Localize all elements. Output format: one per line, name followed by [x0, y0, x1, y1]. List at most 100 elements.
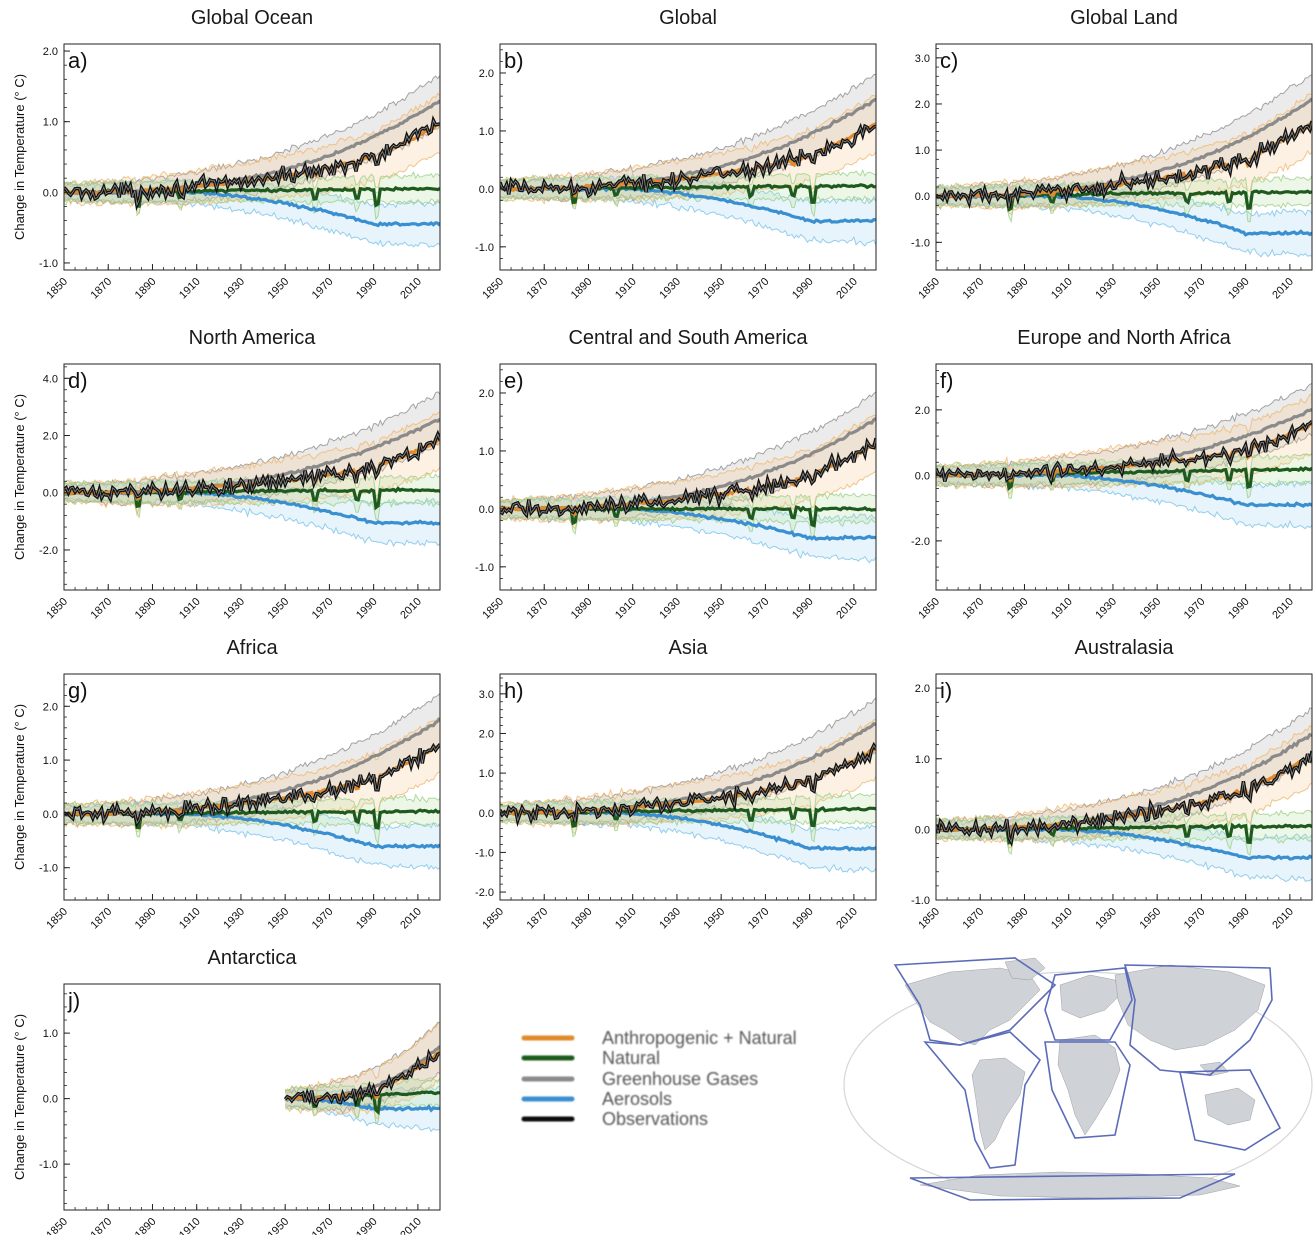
x-tick-label: 1870 — [89, 596, 115, 622]
y-tick-label: 0.0 — [43, 488, 58, 500]
plot-area — [500, 73, 876, 247]
anthropogenic-natural-range-upper — [500, 94, 876, 184]
x-tick-label: 1850 — [44, 276, 70, 302]
chart-legend: Anthropogenic + Natural Natural Greenhou… — [521, 1028, 797, 1129]
y-tick-label: 2.0 — [479, 728, 494, 740]
x-tick-label: 1890 — [1005, 276, 1031, 302]
x-tick-label: 1890 — [1005, 596, 1031, 622]
x-tick-label: 1950 — [265, 276, 291, 302]
y-tick-label: 4.0 — [43, 373, 58, 385]
x-tick-label: 1950 — [1137, 596, 1163, 622]
x-tick-label: 1990 — [354, 596, 380, 622]
plot-area — [936, 382, 1312, 530]
anthropogenic-natural-range-lower — [285, 1078, 440, 1120]
x-tick-label: 2010 — [398, 276, 424, 302]
x-tick-label: 1950 — [701, 596, 727, 622]
x-tick-label: 1910 — [1049, 906, 1075, 932]
panel-g: Africa -1.0 0.0 1.0 2.0 1850 1870 1890 1910 1930 1… — [12, 637, 441, 932]
x-tick-label: 1990 — [354, 906, 380, 932]
x-tick-label: 1930 — [221, 276, 247, 302]
x-tick-label: 1870 — [89, 906, 115, 932]
observations-line-highlight — [500, 744, 876, 823]
y-tick-label: 1.0 — [915, 754, 930, 766]
panel-label: a) — [68, 48, 88, 73]
panel-title: Asia — [669, 637, 709, 659]
y-tick-label: -1.0 — [39, 258, 58, 270]
x-tick-label: 1870 — [525, 596, 551, 622]
greenhouse-gases-range-upper — [500, 391, 876, 506]
plot-area — [500, 697, 876, 874]
x-tick-label: 1870 — [89, 1216, 115, 1235]
x-tick-label: 1850 — [44, 596, 70, 622]
y-tick-label: 2.0 — [479, 68, 494, 80]
anthropogenic-natural-range-upper — [500, 719, 876, 808]
panel-title: Global — [659, 7, 717, 29]
y-tick-label: -2.0 — [475, 887, 494, 899]
plot-area — [64, 391, 440, 548]
legend-label-greenhouse-gases: Greenhouse Gases — [602, 1069, 758, 1089]
x-tick-label: 1950 — [701, 906, 727, 932]
anthropogenic-natural-range-band — [500, 719, 876, 834]
x-tick-label: 2010 — [398, 596, 424, 622]
x-tick-label: 1890 — [569, 906, 595, 932]
observations-line-highlight — [64, 433, 440, 501]
y-tick-label: 3.0 — [915, 53, 930, 65]
panel-j: Antarctica -1.0 0.0 1.0 1850 1870 1890 1910 1930… — [12, 947, 441, 1235]
x-tick-label: 1910 — [1049, 596, 1075, 622]
x-tick-label: 1910 — [613, 596, 639, 622]
x-tick-label: 2010 — [834, 906, 860, 932]
y-tick-label: 2.0 — [915, 405, 930, 417]
x-tick-label: 1910 — [613, 906, 639, 932]
x-tick-label: 1990 — [1226, 906, 1252, 932]
greenhouse-gases-range-lower — [64, 124, 440, 207]
x-tick-label: 1910 — [1049, 276, 1075, 302]
panel-label: h) — [504, 678, 524, 703]
x-tick-label: 1930 — [221, 596, 247, 622]
y-tick-label: 1.0 — [43, 755, 58, 767]
y-tick-label: 0.0 — [479, 184, 494, 196]
x-tick-label: 1930 — [1093, 906, 1119, 932]
panel-label: b) — [504, 48, 524, 73]
y-tick-label: 2.0 — [43, 701, 58, 713]
aerosols-range-band — [500, 494, 876, 563]
aerosols-range-band — [936, 461, 1312, 529]
y-tick-label: 2.0 — [479, 388, 494, 400]
x-tick-label: 1850 — [916, 906, 942, 932]
x-tick-label: 1850 — [44, 906, 70, 932]
y-tick-label: -1.0 — [911, 895, 930, 907]
x-tick-label: 1970 — [1182, 276, 1208, 302]
anthropogenic-natural-range-upper — [284, 1021, 440, 1094]
x-tick-label: 1970 — [746, 906, 772, 932]
y-tick-label: -1.0 — [39, 1159, 58, 1171]
panel-title: Europe and North Africa — [1017, 327, 1231, 349]
panel-title: North America — [189, 327, 317, 349]
natural-range-band — [936, 454, 1312, 499]
y-axis-label: Change in Temperature (° C) — [12, 704, 27, 870]
y-tick-label: -1.0 — [475, 562, 494, 574]
panel-h: Asia -2.0 -1.0 0.0 1.0 2.0 3.0 1850 1870 1890 1910… — [475, 637, 877, 932]
y-tick-label: -1.0 — [475, 847, 494, 859]
panel-title: Global Ocean — [191, 7, 313, 29]
anthropogenic-natural-range-upper — [500, 414, 876, 503]
observations-line-highlight — [936, 120, 1312, 208]
panel-label: e) — [504, 368, 524, 393]
x-tick-label: 1850 — [480, 596, 506, 622]
panel-title: Global Land — [1070, 7, 1178, 29]
y-tick-label: 1.0 — [915, 145, 930, 157]
plot-area — [64, 75, 440, 248]
observations-line-highlight — [64, 743, 440, 825]
y-axis-label: Change in Temperature (° C) — [12, 74, 27, 240]
natural-range-band — [64, 172, 440, 220]
plot-area — [936, 707, 1312, 883]
y-tick-label: 1.0 — [43, 1028, 58, 1040]
x-tick-label: 1990 — [790, 906, 816, 932]
x-tick-label: 1930 — [657, 906, 683, 932]
x-tick-label: 1970 — [310, 906, 336, 932]
legend-label-natural: Natural — [602, 1048, 660, 1068]
y-tick-label: 2.0 — [43, 431, 58, 443]
y-tick-label: 0.0 — [915, 191, 930, 203]
x-tick-label: 1950 — [265, 596, 291, 622]
observations-line-highlight — [284, 1052, 440, 1106]
y-axis-label: Change in Temperature (° C) — [12, 1014, 27, 1180]
plot-area — [936, 74, 1312, 258]
